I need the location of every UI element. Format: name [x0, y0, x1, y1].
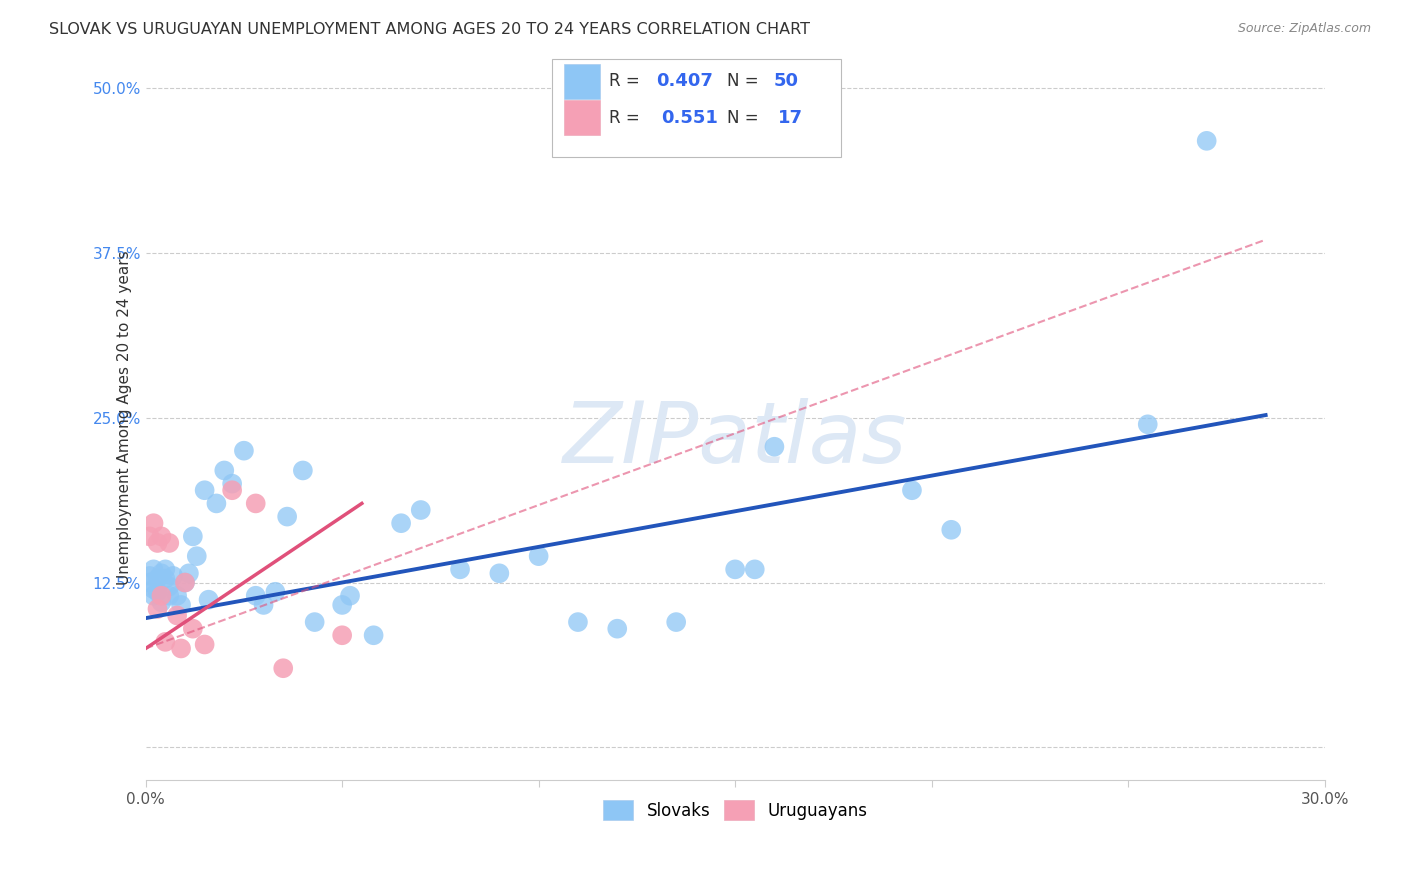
Point [606, 622, 628, 636]
Point [170, 641, 193, 656]
Point [363, 628, 385, 642]
Text: SLOVAK VS URUGUAYAN UNEMPLOYMENT AMONG AGES 20 TO 24 YEARS CORRELATION CHART: SLOVAK VS URUGUAYAN UNEMPLOYMENT AMONG A… [49, 22, 810, 37]
Point [155, 562, 177, 576]
Point [221, 483, 243, 498]
Point [174, 575, 197, 590]
Point [155, 572, 177, 586]
Point [221, 476, 243, 491]
FancyBboxPatch shape [564, 64, 599, 99]
Point [527, 549, 550, 563]
Point [724, 562, 747, 576]
Point [245, 589, 267, 603]
Text: ZIPatlas: ZIPatlas [562, 398, 907, 481]
Point [567, 615, 589, 629]
Point [138, 529, 160, 543]
Point [197, 592, 219, 607]
Point [170, 598, 193, 612]
Text: 0.551: 0.551 [661, 109, 717, 127]
Text: R =: R = [609, 109, 650, 127]
FancyBboxPatch shape [553, 59, 841, 157]
Point [1195, 134, 1218, 148]
Text: N =: N = [727, 109, 769, 127]
Point [763, 440, 786, 454]
Text: N =: N = [727, 72, 763, 90]
Legend: Slovaks, Uruguayans: Slovaks, Uruguayans [596, 794, 873, 826]
Point [181, 622, 204, 636]
Point [150, 566, 173, 581]
Text: 17: 17 [778, 109, 803, 127]
Point [174, 575, 197, 590]
Text: 0.407: 0.407 [657, 72, 713, 90]
Point [150, 589, 173, 603]
Point [157, 579, 180, 593]
Point [157, 589, 180, 603]
Point [941, 523, 963, 537]
Point [142, 516, 165, 531]
Point [194, 638, 217, 652]
Point [744, 562, 766, 576]
Point [138, 575, 160, 590]
Point [162, 569, 184, 583]
Point [330, 598, 353, 612]
Text: R =: R = [609, 72, 645, 90]
Point [339, 589, 361, 603]
Point [291, 463, 314, 477]
Point [194, 483, 217, 498]
Point [142, 582, 165, 596]
Point [205, 496, 228, 510]
Point [142, 562, 165, 576]
Point [155, 635, 177, 649]
Point [166, 608, 188, 623]
Point [157, 536, 180, 550]
Point [146, 536, 169, 550]
Point [177, 566, 200, 581]
Point [181, 529, 204, 543]
Point [146, 584, 169, 599]
Text: 50: 50 [775, 72, 799, 90]
Point [449, 562, 471, 576]
Point [264, 584, 287, 599]
Point [276, 509, 298, 524]
Point [150, 595, 173, 609]
Point [488, 566, 510, 581]
Point [304, 615, 326, 629]
Point [389, 516, 412, 531]
Point [245, 496, 267, 510]
Point [665, 615, 688, 629]
FancyBboxPatch shape [564, 100, 599, 135]
Point [330, 628, 353, 642]
Point [186, 549, 208, 563]
Point [166, 589, 188, 603]
Point [214, 463, 236, 477]
Point [142, 589, 165, 603]
Point [409, 503, 432, 517]
Point [150, 529, 173, 543]
Point [271, 661, 294, 675]
Point [146, 572, 169, 586]
Text: Source: ZipAtlas.com: Source: ZipAtlas.com [1237, 22, 1371, 36]
Point [138, 569, 160, 583]
Point [232, 443, 254, 458]
Point [901, 483, 924, 498]
Point [1136, 417, 1159, 432]
Y-axis label: Unemployment Among Ages 20 to 24 years: Unemployment Among Ages 20 to 24 years [117, 251, 132, 585]
Point [146, 602, 169, 616]
Point [252, 598, 274, 612]
